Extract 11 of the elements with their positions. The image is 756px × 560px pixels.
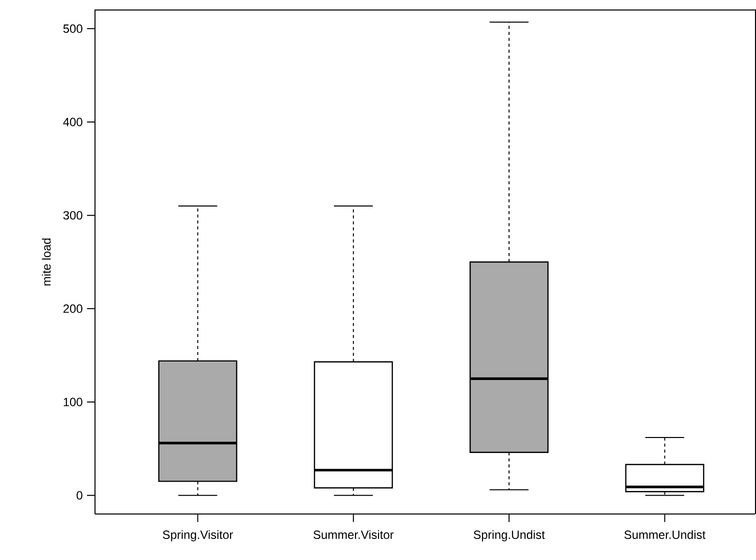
y-tick-label: 300 [63,211,82,220]
y-tick-label: 200 [63,304,82,313]
y-tick-label: 100 [64,398,82,406]
y-axis-title: mite load [42,238,51,286]
x-tick-label: Spring.Visitor [162,530,233,542]
y-tick-label: 400 [63,118,82,126]
x-tick-label: Summer.Undist [624,530,706,539]
y-tick-label: 0 [76,491,82,500]
x-tick-label: Spring.Undist [474,530,545,542]
x-tick-label: Summer.Visitor [314,530,394,539]
y-tick-label: 500 [63,24,82,33]
